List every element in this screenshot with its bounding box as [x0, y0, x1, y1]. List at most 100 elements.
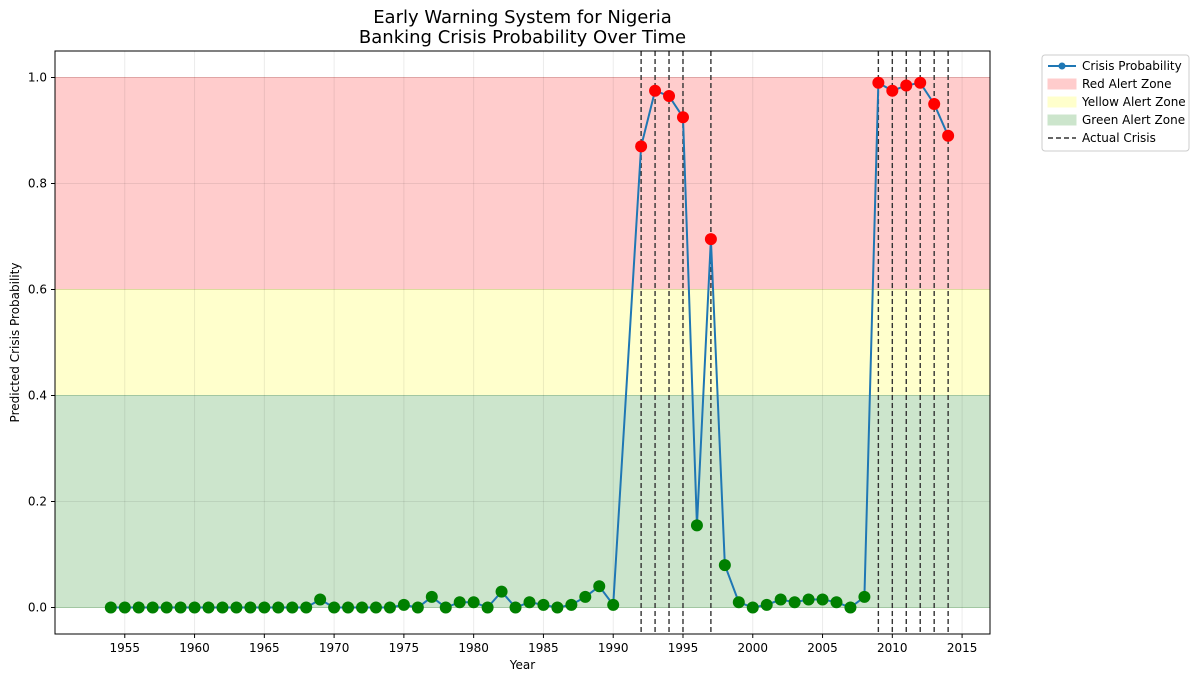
x-tick-label: 1980 — [458, 641, 489, 655]
data-point — [300, 601, 313, 614]
data-point — [132, 601, 145, 614]
data-point — [579, 590, 592, 603]
data-point — [453, 596, 466, 609]
chart-title-line-1: Early Warning System for Nigeria — [373, 7, 672, 28]
data-point — [858, 590, 871, 603]
data-point — [844, 601, 857, 614]
x-axis: 1955 1960 1965 1970 1975 1980 1985 1990 1995 2000… — [110, 634, 977, 655]
data-point — [635, 140, 648, 153]
data-point — [760, 598, 773, 611]
data-point — [118, 601, 131, 614]
data-point — [509, 601, 522, 614]
data-point — [356, 601, 369, 614]
data-point — [244, 601, 257, 614]
data-point — [104, 601, 117, 614]
data-point — [718, 559, 731, 572]
data-point — [676, 111, 689, 124]
data-point — [704, 233, 717, 246]
data-point — [230, 601, 243, 614]
data-point — [732, 596, 745, 609]
data-point — [216, 601, 229, 614]
data-point — [467, 596, 480, 609]
data-point — [188, 601, 201, 614]
x-tick-label: 2005 — [807, 641, 838, 655]
zone-green-alert-zone — [54, 395, 991, 608]
data-point — [425, 590, 438, 603]
legend-swatch-red — [1047, 78, 1077, 90]
data-point — [495, 585, 508, 598]
data-points — [104, 76, 955, 614]
data-point — [369, 601, 382, 614]
data-point — [551, 601, 564, 614]
x-tick-label: 1985 — [528, 641, 559, 655]
x-tick-label: 2000 — [737, 641, 768, 655]
legend-swatch-green — [1047, 114, 1077, 126]
data-point — [342, 601, 355, 614]
x-tick-label: 1995 — [668, 641, 699, 655]
data-point — [523, 596, 536, 609]
data-point — [202, 601, 215, 614]
data-point — [537, 598, 550, 611]
data-point — [146, 601, 159, 614]
x-tick-label: 1955 — [110, 641, 141, 655]
legend-swatch-marker — [1058, 62, 1066, 70]
legend-entry-label: Red Alert Zone — [1082, 77, 1172, 91]
data-point — [607, 598, 620, 611]
data-point — [802, 593, 815, 606]
y-tick-label: 1.0 — [28, 71, 47, 85]
data-point — [942, 129, 955, 142]
data-point — [830, 596, 843, 609]
data-point — [439, 601, 452, 614]
data-point — [746, 601, 759, 614]
alert-zones — [54, 77, 991, 608]
data-point — [383, 601, 396, 614]
data-point — [328, 601, 341, 614]
data-point — [816, 593, 829, 606]
legend: Crisis Probability Red Alert Zone Yellow A… — [1041, 54, 1190, 152]
y-tick-label: 0.0 — [28, 601, 47, 615]
legend-box — [1041, 54, 1190, 152]
plot-frame — [54, 50, 991, 635]
zone-yellow-alert-zone — [54, 289, 991, 396]
legend-entry-label: Green Alert Zone — [1082, 113, 1185, 127]
y-axis: 0.0 0.2 0.4 0.6 0.8 1.0 — [28, 71, 55, 615]
data-point — [286, 601, 299, 614]
data-point — [565, 598, 578, 611]
data-point — [928, 98, 941, 110]
x-tick-label: 1960 — [179, 641, 210, 655]
data-point — [160, 601, 173, 614]
data-point — [900, 79, 913, 92]
chart-title-line-2: Banking Crisis Probability Over Time — [359, 27, 686, 48]
data-point — [272, 601, 285, 614]
x-axis-label: Year — [509, 658, 535, 672]
data-point — [258, 601, 271, 614]
y-tick-label: 0.4 — [28, 389, 47, 403]
data-point — [663, 90, 676, 103]
legend-entry-label: Yellow Alert Zone — [1081, 95, 1186, 109]
data-point — [914, 76, 927, 89]
y-tick-label: 0.6 — [28, 283, 47, 297]
data-point — [397, 598, 410, 611]
data-point — [788, 596, 801, 609]
data-point — [481, 601, 494, 614]
data-point — [174, 601, 187, 614]
x-tick-label: 2010 — [877, 641, 908, 655]
crisis-lines — [640, 51, 949, 634]
zone-red-alert-zone — [54, 77, 991, 290]
x-tick-label: 1990 — [598, 641, 629, 655]
x-tick-label: 1965 — [249, 641, 280, 655]
data-point — [593, 580, 606, 593]
x-tick-label: 1970 — [319, 641, 350, 655]
data-point — [411, 601, 424, 614]
y-tick-label: 0.8 — [28, 177, 47, 191]
data-point — [872, 76, 885, 89]
y-axis-label: Predicted Crisis Probability — [8, 263, 22, 423]
data-point — [690, 519, 703, 532]
legend-swatch-yellow — [1047, 96, 1077, 108]
y-tick-label: 0.2 — [28, 495, 47, 509]
data-point — [774, 593, 787, 606]
data-point — [649, 84, 662, 97]
data-point — [314, 593, 327, 606]
data-point — [886, 84, 899, 97]
